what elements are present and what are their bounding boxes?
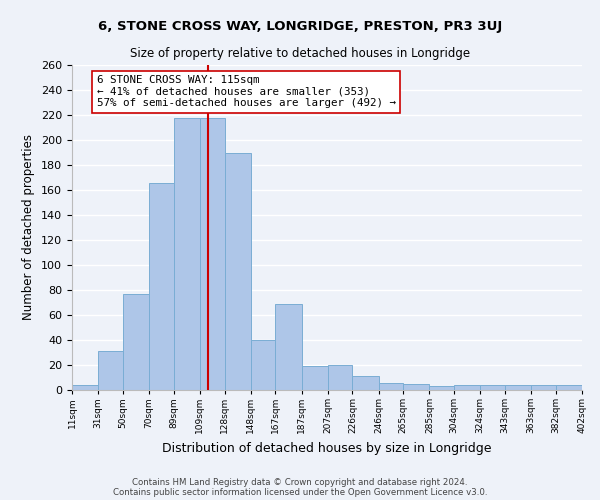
Bar xyxy=(430,386,454,390)
Text: Contains public sector information licensed under the Open Government Licence v3: Contains public sector information licen… xyxy=(113,488,487,497)
Bar xyxy=(72,385,98,390)
Bar xyxy=(454,385,480,390)
Bar xyxy=(275,304,302,390)
Bar xyxy=(556,385,582,390)
Bar xyxy=(505,385,531,390)
X-axis label: Distribution of detached houses by size in Longridge: Distribution of detached houses by size … xyxy=(162,442,492,454)
Bar xyxy=(480,385,505,390)
Bar xyxy=(403,384,430,390)
Bar xyxy=(149,182,174,390)
Bar xyxy=(379,382,403,390)
Y-axis label: Number of detached properties: Number of detached properties xyxy=(22,134,35,320)
Text: 6, STONE CROSS WAY, LONGRIDGE, PRESTON, PR3 3UJ: 6, STONE CROSS WAY, LONGRIDGE, PRESTON, … xyxy=(98,20,502,33)
Bar xyxy=(352,376,379,390)
Text: Contains HM Land Registry data © Crown copyright and database right 2024.: Contains HM Land Registry data © Crown c… xyxy=(132,478,468,487)
Bar xyxy=(200,118,224,390)
Bar xyxy=(531,385,556,390)
Bar xyxy=(251,340,275,390)
Bar xyxy=(224,152,251,390)
Text: 6 STONE CROSS WAY: 115sqm
← 41% of detached houses are smaller (353)
57% of semi: 6 STONE CROSS WAY: 115sqm ← 41% of detac… xyxy=(97,75,396,108)
Bar xyxy=(302,366,328,390)
Bar xyxy=(328,365,352,390)
Bar xyxy=(174,118,200,390)
Bar xyxy=(123,294,149,390)
Bar xyxy=(98,351,123,390)
Text: Size of property relative to detached houses in Longridge: Size of property relative to detached ho… xyxy=(130,48,470,60)
